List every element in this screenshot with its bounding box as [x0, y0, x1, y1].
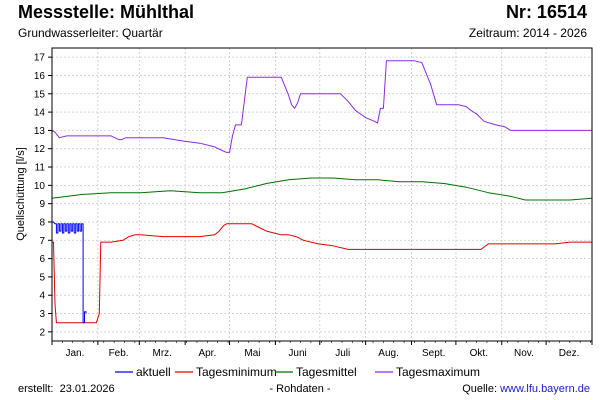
created-label: erstellt:	[18, 383, 54, 395]
x-tick-label: Jan.	[65, 348, 84, 359]
y-tick-label: 17	[34, 53, 46, 64]
x-tick-label: Mai	[244, 348, 260, 359]
y-tick-label: 2	[39, 327, 45, 338]
y-tick-label: 4	[39, 291, 45, 302]
y-tick-label: 15	[34, 89, 46, 100]
legend-label-tagesmaximum: Tagesmaximum	[396, 365, 480, 379]
plot-background	[52, 48, 592, 341]
x-tick-label: Okt.	[470, 348, 488, 359]
series-line-aktuell	[52, 221, 87, 324]
x-tick-label: Sept.	[422, 348, 445, 359]
source-link[interactable]: www.lfu.bayern.de	[500, 383, 590, 395]
y-tick-label: 16	[34, 71, 46, 82]
y-tick-label: 5	[39, 272, 45, 283]
y-tick-label: 12	[34, 144, 46, 155]
series-lines	[51, 60, 593, 324]
legend: aktuell Tagesminimum Tagesmittel Tagesmaxim…	[115, 365, 480, 379]
x-tick-label: Nov.	[514, 348, 534, 359]
rawdata-label: - Rohdaten -	[269, 383, 331, 395]
legend-label-tagesminimum: Tagesminimum	[196, 365, 277, 379]
x-tick-label: Feb.	[109, 348, 129, 359]
created-date: 23.01.2026	[59, 383, 115, 395]
y-axis-title: Quellschüttung [l/s]	[15, 147, 27, 241]
y-tick-label: 10	[34, 181, 46, 192]
legend-label-aktuell: aktuell	[136, 365, 171, 379]
series-line-tagesmaximum	[51, 60, 592, 153]
y-tick-label: 6	[39, 254, 45, 265]
x-tick-label: Mrz.	[152, 348, 171, 359]
source-label: Quelle:	[462, 383, 498, 395]
period-label: Zeitraum: 2014 - 2026	[468, 26, 587, 40]
series-line-tagesmittel	[51, 177, 593, 201]
y-axis-ticks: 2 3 4 5 6 7 8 9 10 11 12 13 14 15 16 17	[34, 53, 52, 338]
station-title: Messstelle: Mühlthal	[18, 2, 195, 22]
created-info: erstellt: 23.01.2026	[18, 383, 115, 395]
source-info: Quelle: www.lfu.bayern.de	[462, 383, 590, 395]
station-number: Nr: 16514	[505, 2, 587, 22]
x-tick-label: Dez.	[559, 348, 580, 359]
y-tick-label: 11	[35, 163, 46, 174]
x-tick-label: Juni	[288, 348, 306, 359]
aquifer-label: Grundwasserleiter: Quartär	[18, 26, 163, 40]
y-tick-label: 14	[34, 108, 46, 119]
x-tick-label: Juli	[335, 348, 350, 359]
series-line-tagesminimum	[52, 223, 592, 324]
legend-label-tagesmittel: Tagesmittel	[296, 365, 357, 379]
y-tick-label: 7	[39, 236, 45, 247]
x-axis-ticks: Jan. Feb. Mrz. Apr. Mai Juni Juli Aug. Sept. Okt.…	[51, 341, 593, 359]
x-tick-label: Apr.	[198, 348, 216, 359]
plot-frame	[51, 47, 593, 342]
y-tick-label: 9	[39, 199, 45, 210]
y-tick-label: 13	[34, 126, 46, 137]
y-tick-label: 3	[39, 309, 45, 320]
x-tick-label: Aug.	[378, 348, 399, 359]
y-tick-label: 8	[39, 217, 45, 228]
